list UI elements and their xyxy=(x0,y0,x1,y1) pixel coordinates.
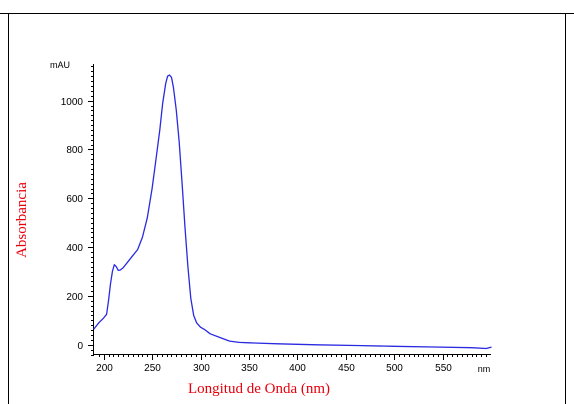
x-tick-label: 400 xyxy=(289,363,306,374)
y-unit-label: mAU xyxy=(50,60,70,70)
x-tick-label: 350 xyxy=(241,363,258,374)
axes xyxy=(93,64,491,356)
spectrum-series-line xyxy=(93,74,492,350)
x-tick-label: 500 xyxy=(386,363,403,374)
x-tick-label: 200 xyxy=(96,363,113,374)
y-tick-label: 0 xyxy=(77,341,83,352)
series-layer xyxy=(93,74,492,350)
x-tick-label: 550 xyxy=(435,363,452,374)
x-unit-label: nm xyxy=(478,364,491,374)
x-tick-label: 450 xyxy=(338,363,355,374)
y-tick-label: 200 xyxy=(66,292,83,303)
y-axis-title: Absorbancia xyxy=(14,182,30,258)
tick-labels: 0 200 400 600 800 1000 200 250 300 350 400 450 500 55… xyxy=(61,97,453,374)
ticks xyxy=(88,66,487,360)
y-tick-label: 800 xyxy=(66,145,83,156)
x-tick-label: 300 xyxy=(193,363,210,374)
y-tick-label: 400 xyxy=(66,243,83,254)
y-tick-label: 1000 xyxy=(61,97,84,108)
y-tick-label: 600 xyxy=(66,194,83,205)
x-tick-label: 250 xyxy=(144,363,161,374)
x-axis-title: Longitud de Onda (nm) xyxy=(188,381,330,397)
